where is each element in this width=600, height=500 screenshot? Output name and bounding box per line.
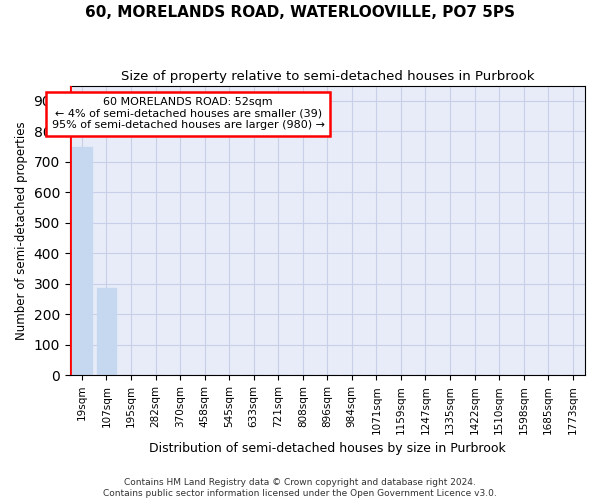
Text: 60, MORELANDS ROAD, WATERLOOVILLE, PO7 5PS: 60, MORELANDS ROAD, WATERLOOVILLE, PO7 5… — [85, 5, 515, 20]
Bar — [72, 146, 92, 375]
Bar — [97, 288, 116, 375]
Y-axis label: Number of semi-detached properties: Number of semi-detached properties — [15, 121, 28, 340]
X-axis label: Distribution of semi-detached houses by size in Purbrook: Distribution of semi-detached houses by … — [149, 442, 506, 455]
Text: Contains HM Land Registry data © Crown copyright and database right 2024.
Contai: Contains HM Land Registry data © Crown c… — [103, 478, 497, 498]
Text: 60 MORELANDS ROAD: 52sqm
← 4% of semi-detached houses are smaller (39)
95% of se: 60 MORELANDS ROAD: 52sqm ← 4% of semi-de… — [52, 97, 325, 130]
Title: Size of property relative to semi-detached houses in Purbrook: Size of property relative to semi-detach… — [121, 70, 534, 83]
